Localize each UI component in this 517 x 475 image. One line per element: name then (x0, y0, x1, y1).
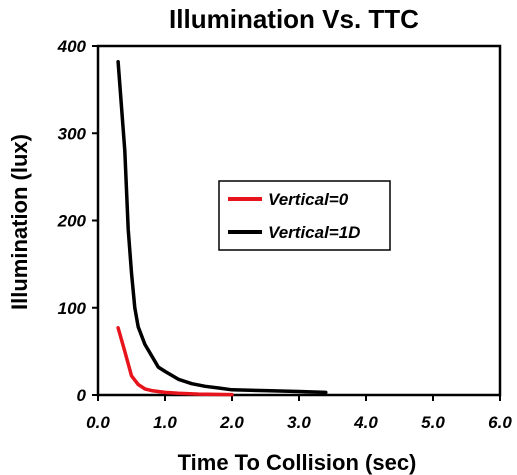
y-axis-ticks: 0 100 200 300 400 (57, 37, 98, 405)
y-tick-label: 0 (77, 386, 87, 405)
x-tick-label: 3.0 (287, 413, 311, 432)
legend-label-vertical-0: Vertical=0 (268, 190, 349, 209)
x-axis-label: Time To Collision (sec) (178, 450, 417, 475)
series-line-vertical-0 (116, 326, 234, 397)
series-line-vertical-1d (116, 59, 328, 395)
x-tick-label: 4.0 (353, 413, 378, 432)
y-axis-label: Illumination (lux) (7, 134, 32, 310)
legend-box (218, 180, 391, 251)
x-tick-label: 5.0 (421, 413, 445, 432)
legend-label-vertical-1d: Vertical=1D (268, 223, 360, 242)
x-tick-label: 0.0 (86, 413, 110, 432)
x-tick-label: 2.0 (219, 413, 244, 432)
x-axis-ticks: 0.0 1.0 2.0 3.0 4.0 5.0 6.0 (86, 395, 512, 432)
y-tick-label: 400 (57, 37, 87, 56)
y-tick-label: 300 (58, 124, 87, 143)
plot-area: 0 100 200 300 400 0.0 1.0 2.0 3.0 4.0 5.0 6.0 (57, 37, 513, 432)
legend: Vertical=0 Vertical=1D (218, 180, 391, 251)
y-tick-label: 200 (57, 212, 87, 231)
series-lines (116, 59, 328, 397)
x-tick-label: 1.0 (153, 413, 177, 432)
chart-title: Illumination Vs. TTC (169, 4, 419, 34)
x-tick-label: 6.0 (488, 413, 512, 432)
y-tick-label: 100 (58, 299, 87, 318)
